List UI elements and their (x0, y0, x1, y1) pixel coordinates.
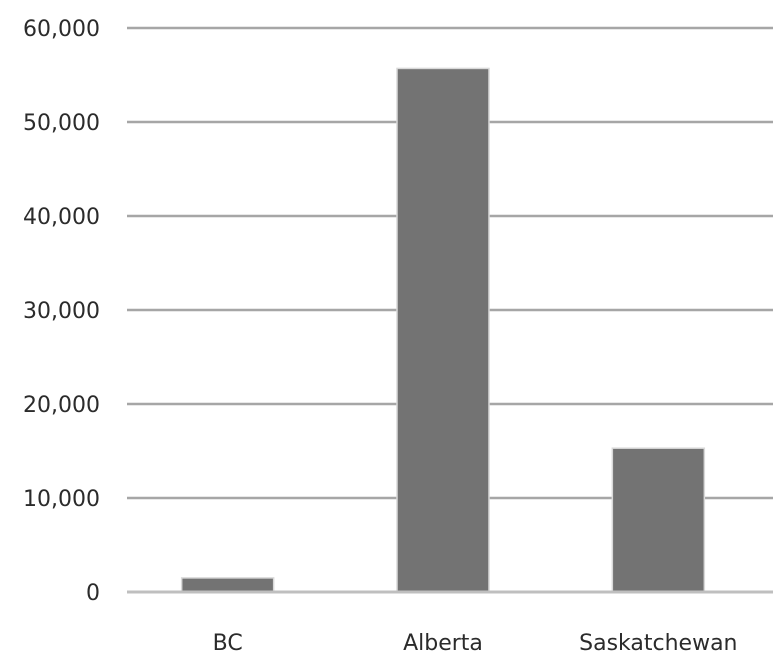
bar-saskatchewan (611, 447, 706, 593)
x-category-label: BC (213, 631, 243, 655)
y-tick-label: 60,000 (23, 17, 100, 42)
y-tick-label: 0 (86, 581, 100, 606)
y-axis-tick-labels: 0 10,000 20,000 30,000 40,000 50,000 60,000 (23, 17, 100, 606)
y-tick-label: 40,000 (23, 205, 100, 230)
x-axis-category-labels: BC Alberta Saskatchewan (213, 631, 738, 655)
y-tick-label: 30,000 (23, 299, 100, 324)
bars (180, 67, 706, 593)
y-tick-label: 10,000 (23, 487, 100, 512)
bar-bc (180, 577, 275, 593)
bar-alberta (396, 67, 490, 593)
y-tick-label: 50,000 (23, 111, 100, 136)
y-tick-label: 20,000 (23, 393, 100, 418)
x-category-label: Alberta (403, 631, 483, 655)
x-category-label: Saskatchewan (579, 631, 737, 655)
